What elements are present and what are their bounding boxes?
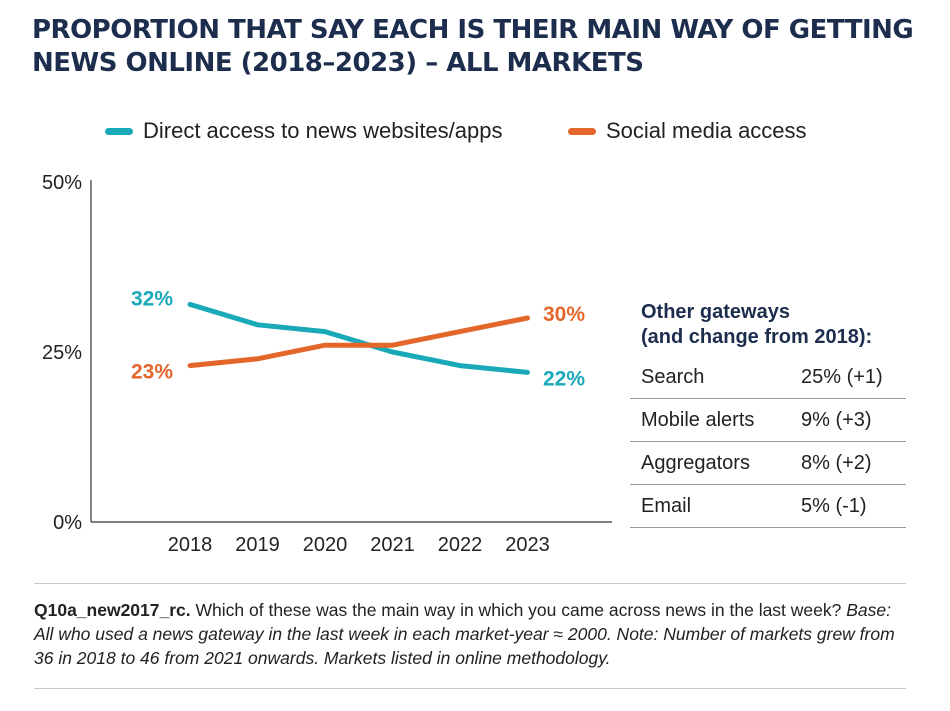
- other-gateways-heading-line-1: Other gateways: [641, 301, 790, 323]
- footnote-top-divider: [34, 583, 906, 584]
- legend-swatch-social: [568, 127, 596, 135]
- legend-swatch-direct: [105, 127, 133, 135]
- gateway-name: Aggregators: [641, 451, 750, 474]
- series-line-direct: [187, 301, 530, 375]
- series-line-social: [187, 315, 530, 369]
- gateway-row-email: Email 5% (-1): [630, 485, 906, 528]
- legend-label-social: Social media access: [606, 118, 807, 143]
- chart-title-line-2: NEWS ONLINE (2018–2023) – ALL MARKETS: [32, 48, 644, 78]
- y-tick-label: 0%: [53, 512, 82, 534]
- data-label-start: 32%: [131, 287, 173, 310]
- footnote-question: Which of these was the main way in which…: [190, 600, 847, 620]
- other-gateways-table: Other gateways (and change from 2018): S…: [630, 300, 906, 528]
- gateway-value: 8% (+2): [801, 451, 872, 474]
- gateway-name: Search: [641, 365, 705, 388]
- x-tick-label: 2018: [168, 534, 213, 556]
- gateway-row-search: Search 25% (+1): [630, 356, 906, 399]
- x-tick-label: 2021: [370, 534, 415, 556]
- footnote-code: Q10a_new2017_rc.: [34, 600, 191, 620]
- gateway-value: 25% (+1): [801, 365, 883, 388]
- x-tick-label: 2019: [235, 534, 280, 556]
- gateway-value: 9% (+3): [801, 408, 872, 431]
- footnote-bottom-divider: [34, 688, 906, 689]
- gateway-row-aggregators: Aggregators 8% (+2): [630, 442, 906, 485]
- y-tick-label: 50%: [42, 172, 82, 194]
- data-label-end: 30%: [543, 303, 585, 326]
- chart-title: PROPORTION THAT SAY EACH IS THEIR MAIN W…: [32, 14, 922, 80]
- chart-title-line-1: PROPORTION THAT SAY EACH IS THEIR MAIN W…: [32, 15, 914, 45]
- data-label-end: 22%: [543, 367, 585, 390]
- footnote-base: Base: All who used a news gateway in the…: [34, 600, 895, 668]
- x-tick-label: 2022: [438, 534, 483, 556]
- y-tick-label: 25%: [42, 342, 82, 364]
- gateway-value: 5% (-1): [801, 494, 867, 517]
- legend-item-social: Social media access: [568, 118, 807, 144]
- other-gateways-heading-line-2: (and change from 2018):: [641, 326, 873, 348]
- gateway-name: Mobile alerts: [641, 408, 755, 431]
- data-label-start: 23%: [131, 361, 173, 384]
- footnote: Q10a_new2017_rc. Which of these was the …: [34, 598, 914, 670]
- legend-item-direct: Direct access to news websites/apps: [105, 118, 503, 144]
- other-gateways-heading: Other gateways (and change from 2018):: [630, 300, 906, 350]
- x-tick-label: 2023: [505, 534, 550, 556]
- gateway-row-mobile-alerts: Mobile alerts 9% (+3): [630, 399, 906, 442]
- legend-label-direct: Direct access to news websites/apps: [143, 118, 503, 143]
- x-tick-label: 2020: [303, 534, 348, 556]
- gateway-name: Email: [641, 494, 692, 517]
